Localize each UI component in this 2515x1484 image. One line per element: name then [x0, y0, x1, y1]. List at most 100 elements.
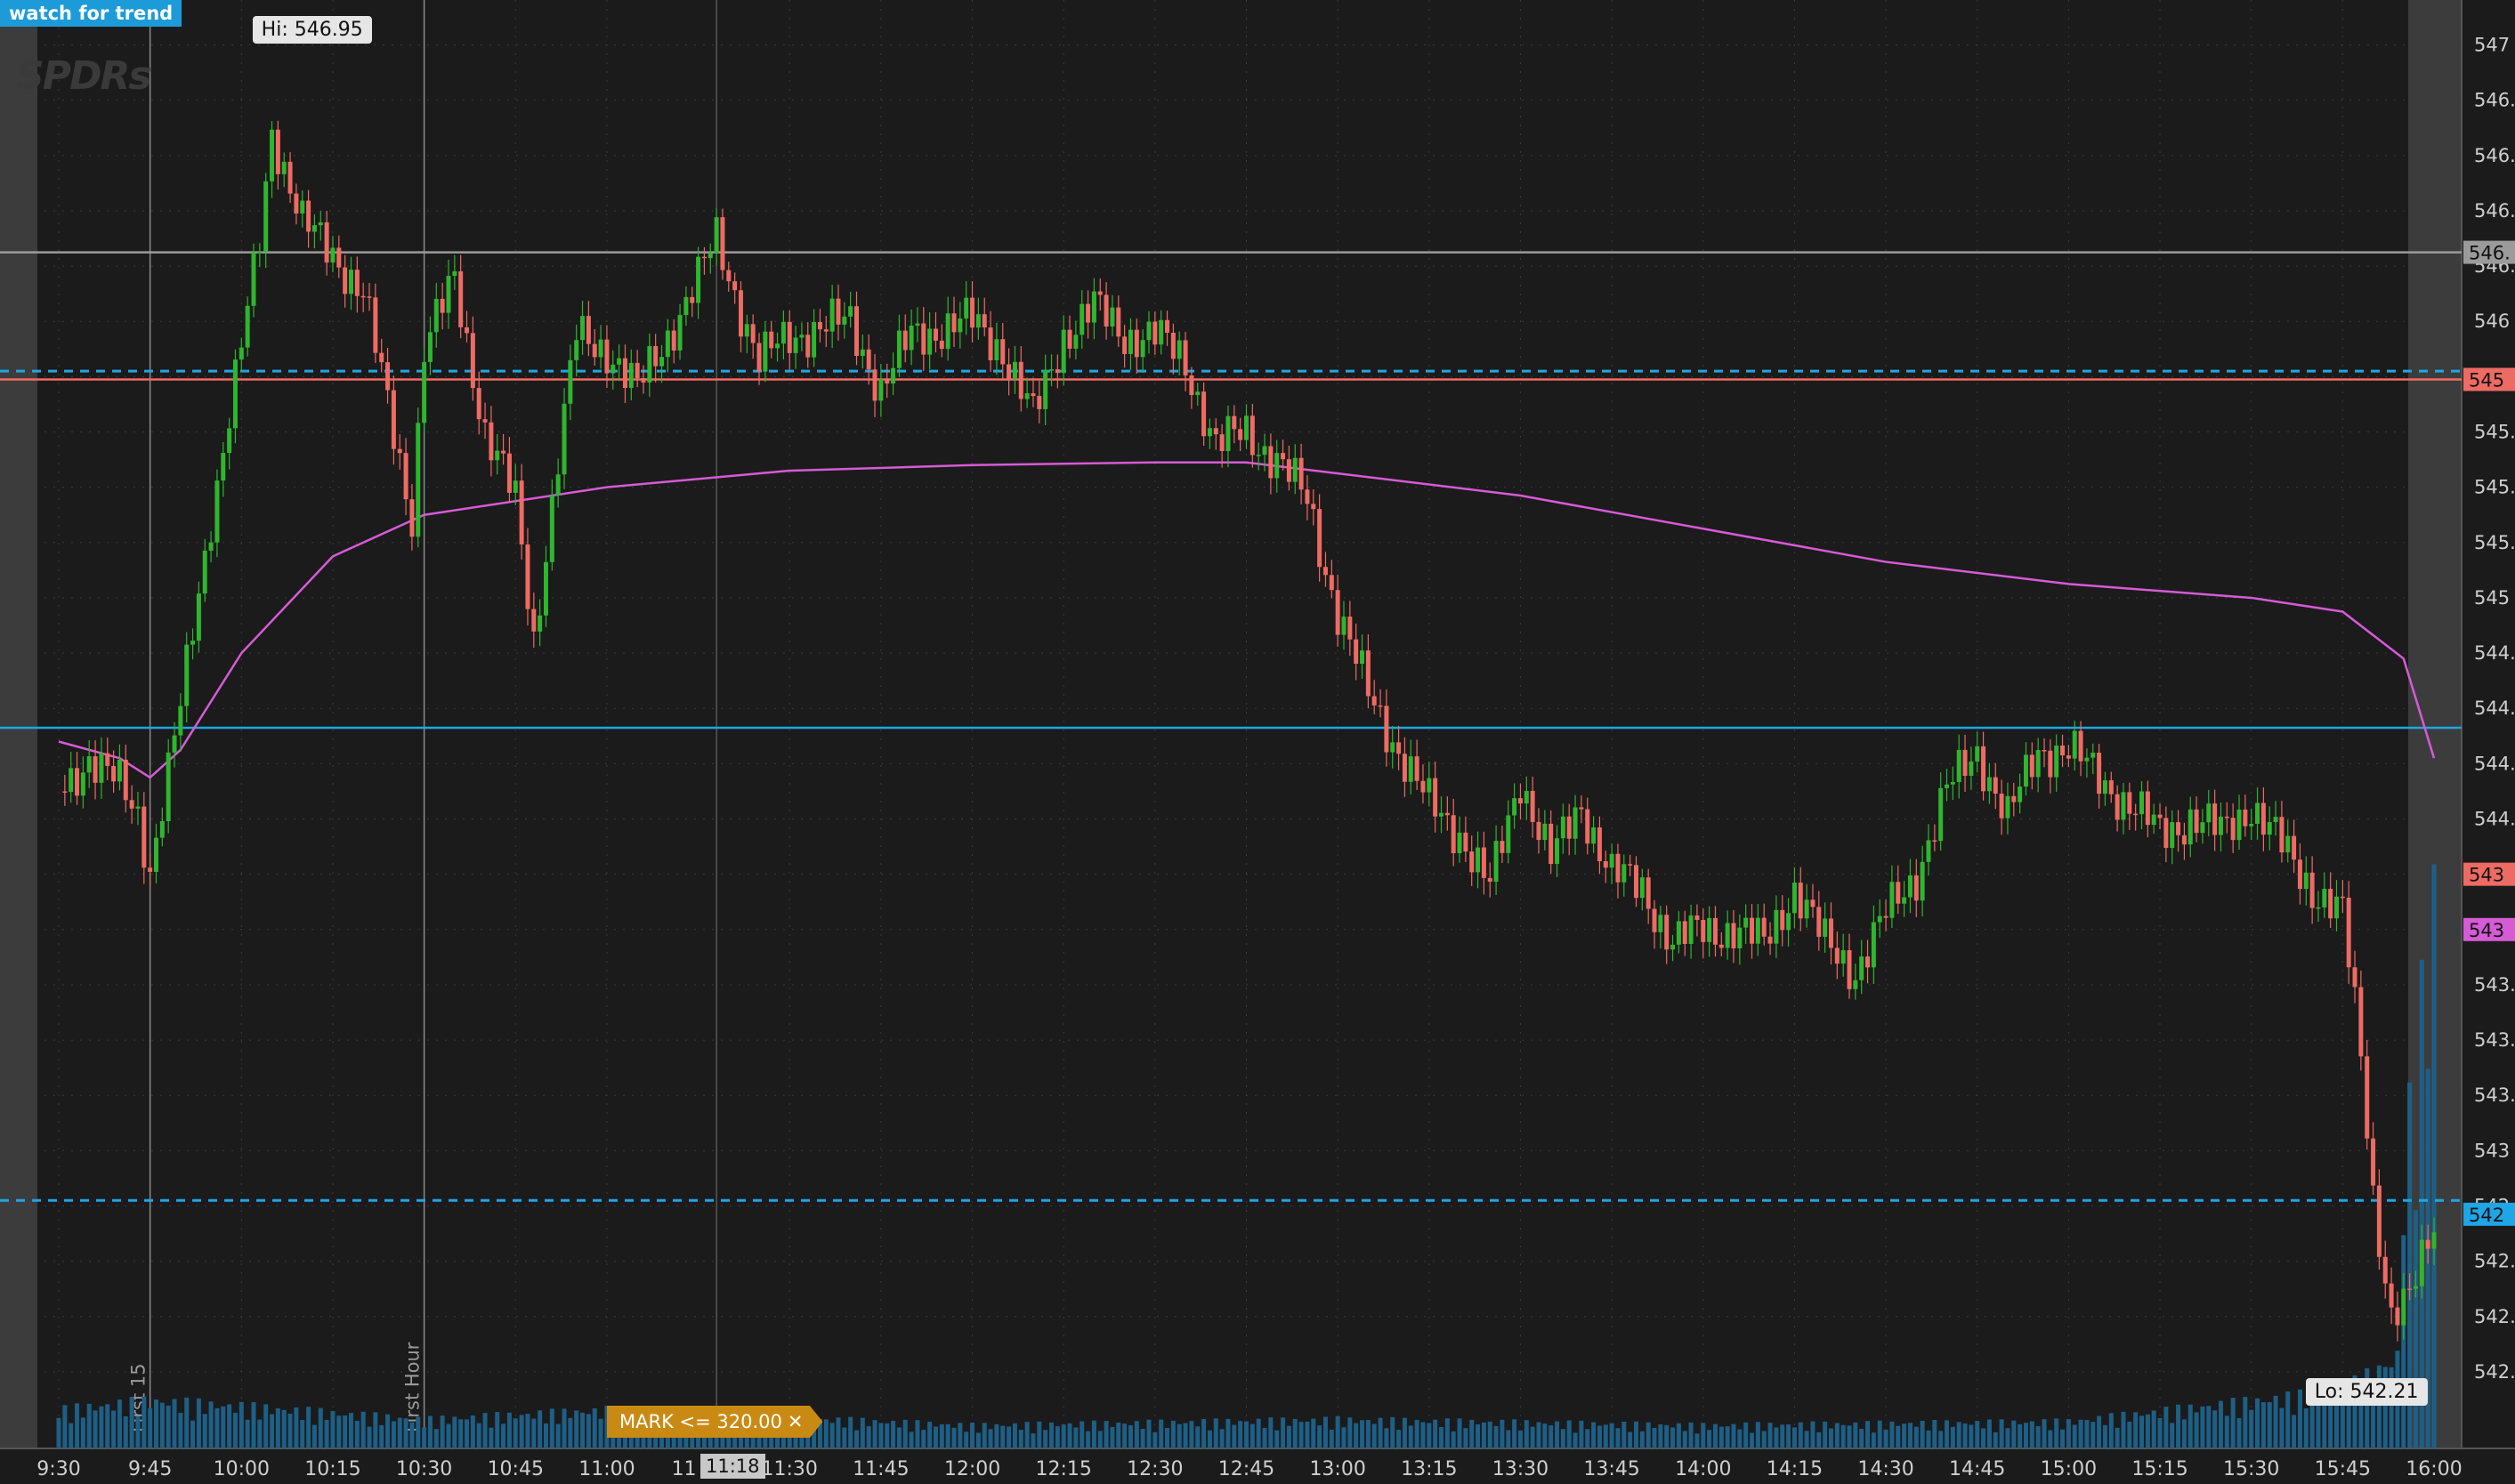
candle-body	[1292, 457, 1298, 482]
candle-body	[1639, 877, 1645, 899]
volume-bar	[1219, 1429, 1225, 1448]
volume-bar	[1859, 1428, 1864, 1448]
volume-bar	[1469, 1419, 1475, 1448]
volume-bar	[1476, 1424, 1481, 1448]
time-tick-label: 12:00	[944, 1458, 1000, 1480]
candle-body	[330, 247, 336, 263]
volume-bar	[56, 1417, 61, 1448]
candle-body	[1573, 807, 1578, 839]
volume-bar	[1073, 1427, 1079, 1448]
candle-body	[1999, 794, 2004, 819]
volume-bar	[1761, 1431, 1767, 1448]
volume-bar	[2419, 959, 2424, 1448]
candle-body	[2157, 814, 2163, 819]
candle-body	[1073, 335, 1079, 349]
volume-bar	[2048, 1430, 2053, 1448]
volume-bar	[568, 1417, 573, 1448]
candle-body	[257, 251, 263, 254]
volume-bar	[153, 1399, 158, 1448]
candle-body	[1365, 650, 1371, 697]
candle-body	[1305, 489, 1310, 504]
volume-bar	[1579, 1420, 1584, 1448]
volume-bar	[275, 1407, 280, 1448]
volume-bar	[427, 1415, 433, 1448]
candle-body	[1731, 923, 1736, 948]
candle-body	[470, 333, 475, 389]
candle-body	[617, 358, 622, 365]
candle-body	[592, 343, 597, 358]
candle-body	[1804, 899, 1809, 919]
candle-body	[1311, 504, 1316, 510]
volume-bar	[1493, 1425, 1499, 1448]
volume-bar	[1664, 1424, 1670, 1448]
volume-bar	[69, 1423, 74, 1448]
time-tick-label: 12:15	[1035, 1458, 1091, 1480]
volume-bar	[1427, 1423, 1432, 1448]
volume-bar	[1633, 1421, 1638, 1448]
volume-bar	[105, 1404, 110, 1448]
volume-bar	[1871, 1432, 1876, 1448]
candle-body	[958, 319, 963, 333]
candle-body	[148, 867, 153, 872]
volume-bar	[549, 1408, 554, 1448]
volume-bar	[1718, 1426, 1724, 1448]
volume-bar	[1347, 1417, 1353, 1448]
volume-bar	[2334, 1399, 2340, 1448]
candle-body	[1457, 832, 1462, 853]
candle-body	[1524, 790, 1529, 804]
candle-body	[409, 499, 415, 537]
volume-bar	[2090, 1422, 2096, 1448]
candle-body	[726, 270, 732, 282]
volume-bar	[2151, 1410, 2156, 1448]
price-tick-label: 542.2	[2474, 1361, 2515, 1383]
candle-body	[866, 349, 871, 370]
volume-bar	[1384, 1428, 1389, 1448]
watch-for-trend-label[interactable]: watch for trend	[0, 0, 182, 27]
candle-body	[433, 298, 439, 333]
volume-bar	[62, 1405, 68, 1448]
price-tick-label: 546.6	[2474, 145, 2515, 166]
candle-body	[1420, 780, 1426, 793]
volume-bar	[1244, 1421, 1249, 1448]
volume-bar	[300, 1420, 305, 1448]
candle-body	[422, 361, 427, 423]
volume-bar	[1365, 1420, 1371, 1448]
volume-bar	[99, 1406, 104, 1448]
volume-bar	[1061, 1424, 1066, 1448]
candle-body	[2413, 1286, 2418, 1289]
volume-bar	[2279, 1407, 2285, 1448]
candle-body	[574, 340, 579, 360]
volume-bar	[2212, 1410, 2218, 1448]
candle-body	[1170, 332, 1176, 359]
volume-bar	[403, 1418, 408, 1448]
volume-bar	[1524, 1420, 1529, 1448]
volume-bar	[1834, 1423, 1840, 1448]
volume-bar	[2431, 864, 2437, 1448]
volume-bar	[1853, 1422, 1858, 1448]
candle-body	[829, 298, 835, 332]
candle-body	[994, 339, 999, 360]
candle-body	[1438, 812, 1443, 817]
mark-alert-tag[interactable]: MARK <= 320.00 ✕	[607, 1406, 823, 1438]
volume-bar	[854, 1430, 860, 1448]
candle-body	[300, 200, 305, 214]
volume-bar	[1707, 1430, 1712, 1448]
candle-body	[2011, 795, 2017, 802]
volume-bar	[232, 1412, 238, 1448]
candle-body	[440, 298, 445, 313]
close-icon[interactable]: ✕	[787, 1411, 804, 1432]
candle-body	[2352, 967, 2357, 988]
volume-bar	[1067, 1423, 1072, 1448]
candle-body	[1920, 861, 1925, 901]
candle-body	[1597, 827, 1602, 861]
volume-bar	[2181, 1419, 2187, 1448]
volume-bar	[1317, 1425, 1322, 1448]
volume-bar	[1091, 1420, 1096, 1448]
volume-bar	[915, 1420, 920, 1448]
volume-bar	[1731, 1424, 1736, 1448]
candle-body	[1718, 944, 1724, 948]
candle-body	[239, 347, 244, 360]
candle-body	[891, 367, 896, 384]
